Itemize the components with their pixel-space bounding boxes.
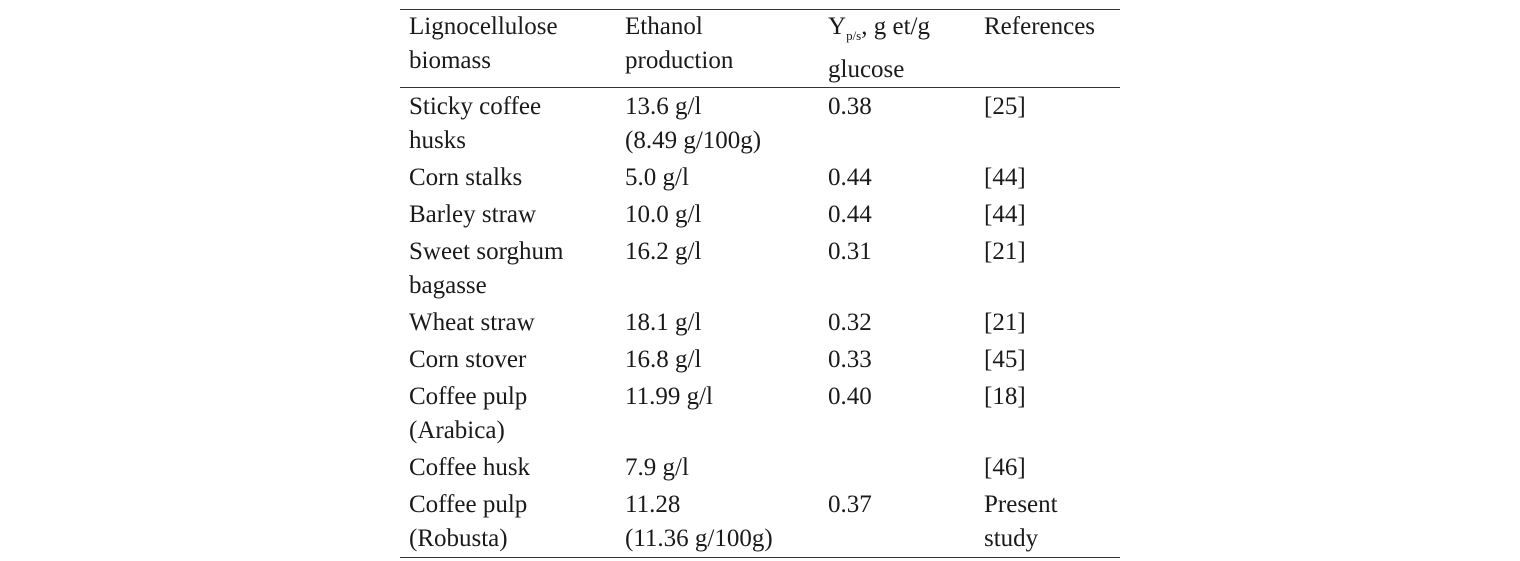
table-row: Coffee husk 7.9 g/l [46] [400, 449, 1120, 486]
cell-ethanol-production: 11.28 (11.36 g/100g) [625, 491, 773, 552]
cell-ethanol-production: 13.6 g/l (8.49 g/100g) [625, 93, 762, 154]
ethanol-comparison-table-wrap: Lignocellulose biomass Ethanol productio… [400, 9, 1120, 558]
cell-reference: [18] [984, 383, 1026, 410]
table-row: Sticky coffee husks 13.6 g/l (8.49 g/100g) 0… [400, 88, 1120, 160]
cell-ethanol-production: 10.0 g/l [625, 201, 702, 228]
cell-biomass: Coffee pulp (Robusta) [409, 491, 528, 552]
cell-biomass: Coffee husk [409, 454, 531, 481]
cell-reference: Present study [984, 491, 1058, 552]
header-yield: Yp/s, g et/g glucose [828, 13, 930, 83]
cell-ethanol-production: 7.9 g/l [625, 454, 689, 481]
cell-reference: [44] [984, 164, 1026, 191]
cell-reference: [25] [984, 93, 1026, 120]
yield-subscript: p/s [846, 28, 862, 43]
table-header-row: Lignocellulose biomass Ethanol productio… [400, 9, 1120, 88]
cell-reference: [46] [984, 454, 1026, 481]
cell-biomass: Corn stover [409, 346, 527, 373]
table-row: Corn stover 16.8 g/l 0.33 [45] [400, 341, 1120, 378]
table-row: Coffee pulp (Arabica) 11.99 g/l 0.40 [18] [400, 378, 1120, 449]
cell-ethanol-production: 16.8 g/l [625, 346, 702, 373]
cell-yield: 0.44 [828, 201, 872, 228]
cell-yield: 0.44 [828, 164, 872, 191]
cell-biomass: Corn stalks [409, 164, 523, 191]
cell-ethanol-production: 16.2 g/l [625, 238, 702, 265]
cell-reference: [21] [984, 238, 1026, 265]
cell-biomass: Sweet sorghum bagasse [409, 238, 564, 299]
table-row: Sweet sorghum bagasse 16.2 g/l 0.31 [21] [400, 233, 1120, 304]
cell-yield: 0.32 [828, 309, 872, 336]
cell-reference: [21] [984, 309, 1026, 336]
header-ethanol-production: Ethanol production [625, 13, 734, 74]
cell-reference: [44] [984, 201, 1026, 228]
ethanol-comparison-table: Lignocellulose biomass Ethanol productio… [400, 9, 1120, 558]
cell-biomass: Wheat straw [409, 309, 535, 336]
table-row: Wheat straw 18.1 g/l 0.32 [21] [400, 304, 1120, 341]
yield-symbol: Y [828, 13, 847, 40]
cell-ethanol-production: 5.0 g/l [625, 164, 689, 191]
yield-units: , g et/g [861, 13, 930, 40]
cell-biomass: Barley straw [409, 201, 537, 228]
cell-ethanol-production: 18.1 g/l [625, 309, 702, 336]
cell-yield: 0.38 [828, 93, 872, 120]
cell-yield: 0.37 [828, 491, 872, 518]
header-biomass: Lignocellulose biomass [409, 13, 558, 74]
cell-yield: 0.40 [828, 383, 872, 410]
cell-biomass: Sticky coffee husks [409, 93, 542, 154]
cell-yield: 0.33 [828, 346, 872, 373]
cell-yield [819, 449, 975, 486]
table-row: Barley straw 10.0 g/l 0.44 [44] [400, 196, 1120, 233]
cell-reference: [45] [984, 346, 1026, 373]
cell-biomass: Coffee pulp (Arabica) [409, 383, 528, 444]
cell-yield: 0.31 [828, 238, 872, 265]
table-row: Corn stalks 5.0 g/l 0.44 [44] [400, 159, 1120, 196]
cell-ethanol-production: 11.99 g/l [625, 383, 713, 410]
table-row: Coffee pulp (Robusta) 11.28 (11.36 g/100g) 0… [400, 486, 1120, 558]
header-references: References [984, 13, 1096, 40]
